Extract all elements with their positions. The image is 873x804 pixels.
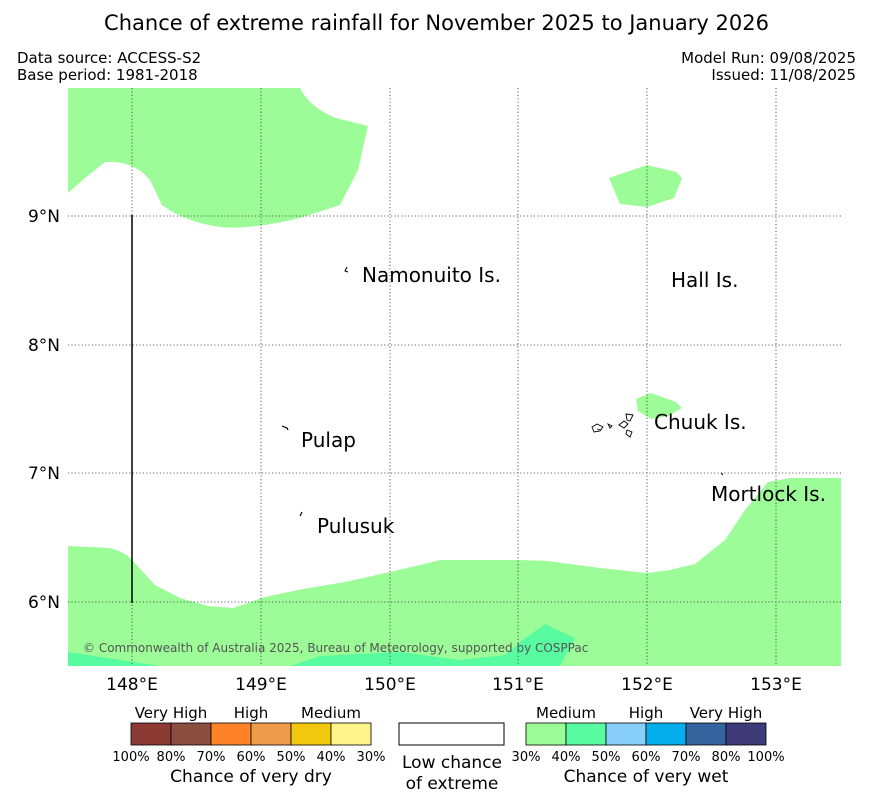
wet-region-chuuk [636,393,682,419]
base-period: Base period: 1981-2018 [17,66,198,84]
place-label-hall: Hall Is. [671,268,738,292]
legend-wet-tick: 40% [552,750,581,765]
lat-label-8n: 8°N [28,336,60,356]
place-label-namonuito: Namonuito Is. [362,263,501,287]
place-labels: Namonuito Is. Hall Is. Chuuk Is. Pulap M… [301,263,826,538]
lon-label-148e: 148°E [106,675,158,695]
legend-wet-tick: 30% [512,750,541,765]
data-source: Data source: ACCESS-S2 [17,49,202,67]
legend-wet-swatch [605,722,647,746]
namonuito-island-outline [344,266,349,273]
latitude-labels: 9°N 8°N 7°N 6°N [28,207,60,613]
legend-wet-swatch [685,722,727,746]
mortlock-island-outline [720,472,724,476]
place-label-pulap: Pulap [301,428,356,452]
lon-label-150e: 150°E [364,675,416,695]
map-area: © Commonwealth of Australia 2025, Bureau… [68,88,841,666]
legend-dry-tick: 60% [237,750,266,765]
legend-wet: Medium High Very High 30% 40% 50% 60% 70… [512,704,785,787]
legend-wet-header-high: High [629,704,663,722]
lon-label-149e: 149°E [235,675,287,695]
legend-dry-swatch [290,722,332,746]
lon-label-151e: 151°E [492,675,544,695]
map-title: Chance of extreme rainfall for November … [104,11,769,35]
legend-wet-swatch [725,722,767,746]
wet-region-south-medium-high [68,624,575,666]
legend-wet-header-medium: Medium [536,704,596,722]
meta-left: Data source: ACCESS-S2 Base period: 1981… [17,50,201,84]
legend-wet-tick: 100% [747,750,784,765]
legend-wet-tick: 80% [712,750,741,765]
issued-date: Issued: 11/08/2025 [711,66,856,84]
legend-wet-swatch [565,722,607,746]
legend-dry-tick: 30% [357,750,386,765]
legend-dry-swatch [330,722,372,746]
legend-neutral-swatch [398,722,505,746]
longitude-labels: 148°E 149°E 150°E 151°E 152°E 153°E [106,675,802,695]
legend-dry-tick: 50% [277,750,306,765]
legend-neutral-caption-1: Low chance [402,753,502,773]
lat-label-9n: 9°N [28,207,60,227]
legend-dry-header-medium: Medium [301,704,361,722]
legend-wet-header-very-high: Very High [690,704,763,722]
wet-region-north [68,88,368,228]
place-label-pulusuk: Pulusuk [317,514,395,538]
legend-neutral: Low chance of extreme [398,722,505,794]
legend-dry-header-high: High [234,704,268,722]
copyright-notice: © Commonwealth of Australia 2025, Bureau… [83,641,588,655]
legend-wet-tick: 70% [672,750,701,765]
legend-wet-ticks: 30% 40% 50% 60% 70% 80% 100% [512,750,785,765]
meta-right: Model Run: 09/08/2025 Issued: 11/08/2025 [681,50,856,84]
legend-neutral-caption-2: of extreme [406,774,499,794]
place-label-mortlock: Mortlock Is. [711,482,826,506]
legend-wet-tick: 50% [592,750,621,765]
pulusuk-island-outline [299,511,303,517]
legend-dry-header-very-high: Very High [135,704,208,722]
lon-label-152e: 152°E [621,675,673,695]
pulap-island-outline [281,425,289,431]
legend-dry-swatches [130,722,372,746]
legend-dry-swatch [210,722,252,746]
legend-dry-swatch [170,722,212,746]
place-label-chuuk: Chuuk Is. [654,410,747,434]
legend-wet-caption: Chance of very wet [564,767,729,787]
wet-region-northeast [609,165,682,207]
lon-label-153e: 153°E [750,675,802,695]
legend-dry: Very High High Medium 100% 80% 70% 60% 5… [112,704,385,787]
legend-dry-caption: Chance of very dry [170,767,332,787]
legend-wet-swatches [525,722,767,746]
legend-dry-swatch [250,722,292,746]
legend-wet-swatch [645,722,687,746]
chuuk-lagoon-outline [591,413,634,438]
legend-dry-tick: 70% [197,750,226,765]
legend-dry-swatch [130,722,172,746]
legend-wet-tick: 60% [632,750,661,765]
legend-wet-swatch [525,722,567,746]
model-run: Model Run: 09/08/2025 [681,49,856,67]
legend-dry-tick: 80% [157,750,186,765]
legend-dry-tick: 100% [112,750,149,765]
legend-dry-tick: 40% [317,750,346,765]
legend-dry-ticks: 100% 80% 70% 60% 50% 40% 30% [112,750,385,765]
lat-label-7n: 7°N [28,464,60,484]
lat-label-6n: 6°N [28,593,60,613]
